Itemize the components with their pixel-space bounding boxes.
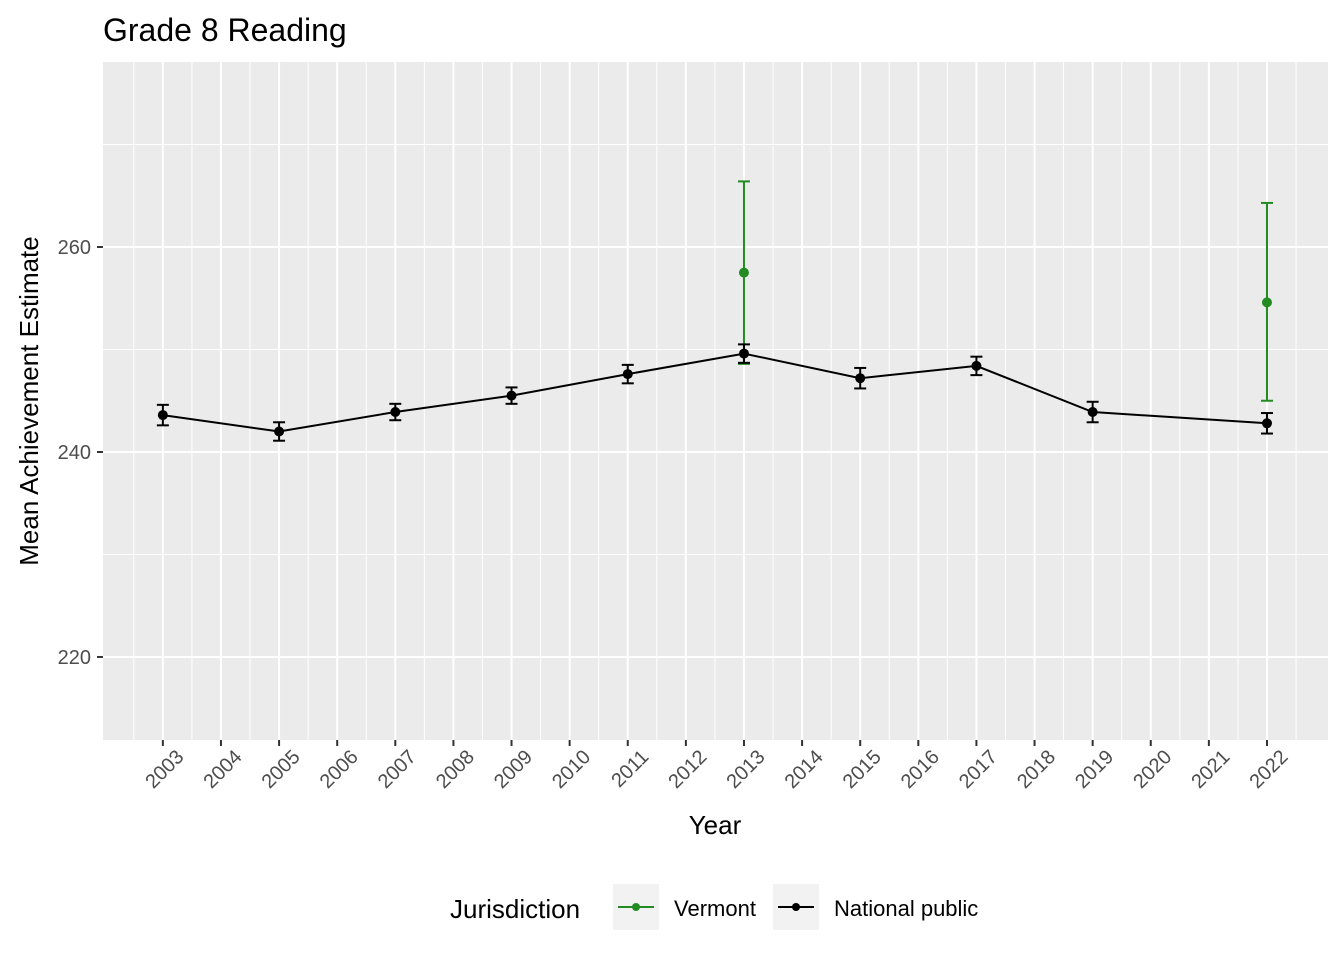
x-tick-label: 2005 <box>258 746 305 793</box>
data-point-vermont <box>738 267 749 278</box>
legend: Jurisdiction Vermont National public <box>450 884 978 930</box>
x-tick-label: 2020 <box>1129 746 1176 793</box>
x-tick-label: 2006 <box>316 746 363 793</box>
chart-title: Grade 8 Reading <box>103 12 347 48</box>
x-tick-label: 2022 <box>1245 746 1292 793</box>
y-tick-label: 220 <box>58 647 91 669</box>
x-tick-label: 2021 <box>1187 746 1234 793</box>
x-tick-label: 2003 <box>141 746 188 793</box>
x-tick-label: 2014 <box>781 746 828 793</box>
legend-point-national <box>792 903 800 911</box>
x-tick-label: 2015 <box>839 746 886 793</box>
data-point-national-public <box>855 373 866 384</box>
x-tick-label: 2018 <box>1013 746 1060 793</box>
x-tick-label: 2016 <box>897 746 944 793</box>
data-point-national-public <box>157 410 168 421</box>
legend-title: Jurisdiction <box>450 894 580 924</box>
x-tick-label: 2009 <box>490 746 537 793</box>
x-tick-label: 2013 <box>722 746 769 793</box>
data-point-national-public <box>622 369 633 380</box>
x-tick-label: 2017 <box>955 746 1002 793</box>
x-axis-label: Year <box>689 810 742 840</box>
grid <box>103 62 1328 740</box>
legend-label-vermont: Vermont <box>674 896 756 921</box>
y-axis-label: Mean Achievement Estimate <box>14 236 44 566</box>
data-point-national-public <box>274 426 285 437</box>
data-point-national-public <box>390 407 401 418</box>
data-point-national-public <box>506 390 517 401</box>
x-tick-label: 2004 <box>199 746 246 793</box>
y-tick-label: 240 <box>58 442 91 464</box>
x-tick-label: 2012 <box>664 746 711 793</box>
x-tick-label: 2011 <box>607 746 653 792</box>
data-point-national-public <box>738 348 749 359</box>
y-tick-label: 260 <box>58 237 91 259</box>
data-point-national-public <box>1087 407 1098 418</box>
x-tick-label: 2019 <box>1071 746 1118 793</box>
legend-point-vermont <box>632 903 640 911</box>
marks <box>156 180 1273 442</box>
data-point-national-public <box>1261 418 1272 429</box>
legend-label-national: National public <box>834 896 978 921</box>
x-tick-label: 2010 <box>548 746 595 793</box>
series-line-national-public <box>162 352 1268 433</box>
plot-panel <box>103 62 1328 740</box>
data-point-vermont <box>1261 297 1272 308</box>
x-tick-label: 2007 <box>374 746 421 793</box>
data-point-national-public <box>971 360 982 371</box>
x-tick-label: 2008 <box>432 746 479 793</box>
